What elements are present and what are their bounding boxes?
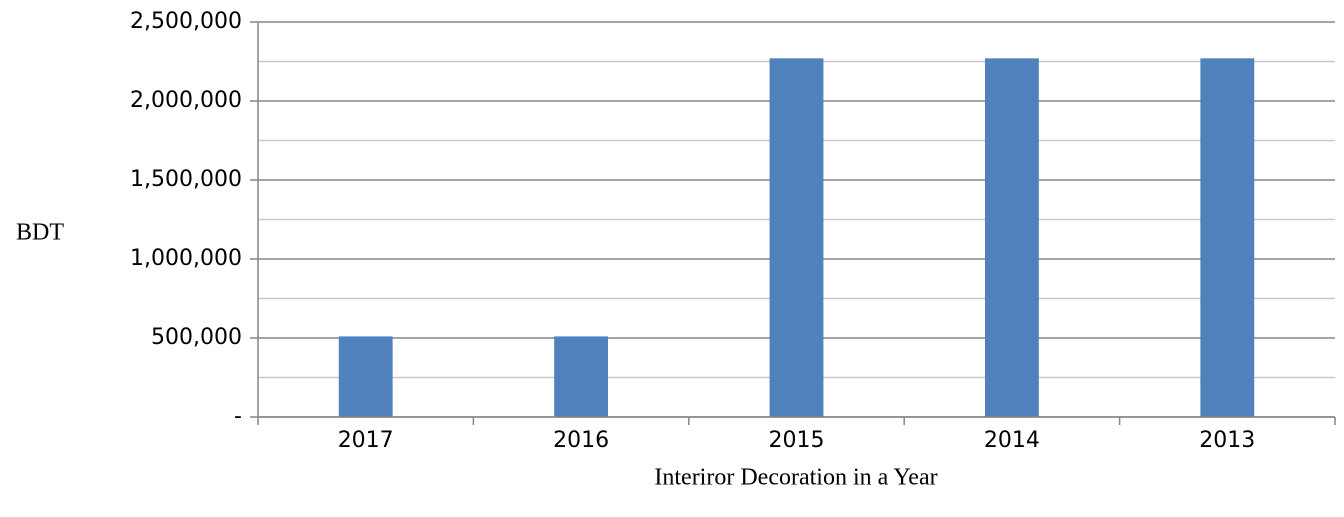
x-tick-label: 2015 xyxy=(769,428,825,453)
y-tick-label: 1,000,000 xyxy=(130,246,242,271)
y-tick-label: 2,000,000 xyxy=(130,88,242,113)
y-tick-label: 500,000 xyxy=(151,325,242,350)
bar xyxy=(338,336,393,417)
bar xyxy=(554,336,609,417)
x-tick-label: 2013 xyxy=(1199,428,1255,453)
x-tick-label: 2017 xyxy=(338,428,394,453)
bar xyxy=(1200,58,1255,418)
y-tick-label: 1,500,000 xyxy=(130,167,242,192)
bar xyxy=(984,58,1039,418)
x-tick-label: 2016 xyxy=(553,428,609,453)
y-tick-label: - xyxy=(234,404,242,429)
bar xyxy=(769,58,824,418)
y-axis-title: BDT xyxy=(16,220,64,246)
x-axis-title: Interiror Decoration in a Year xyxy=(654,465,937,491)
x-tick-label: 2014 xyxy=(984,428,1040,453)
y-tick-label: 2,500,000 xyxy=(130,9,242,34)
